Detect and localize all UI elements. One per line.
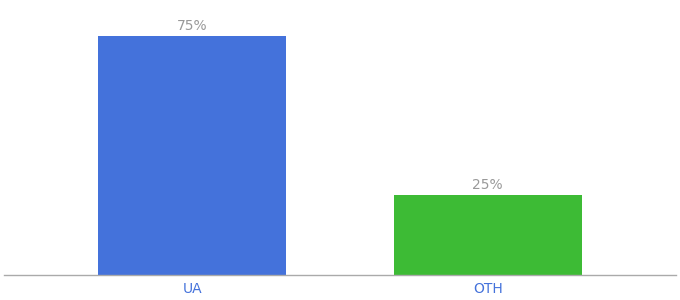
Text: 75%: 75% <box>177 19 207 33</box>
Text: 25%: 25% <box>473 178 503 192</box>
Bar <box>394 195 582 275</box>
Bar <box>98 36 286 275</box>
